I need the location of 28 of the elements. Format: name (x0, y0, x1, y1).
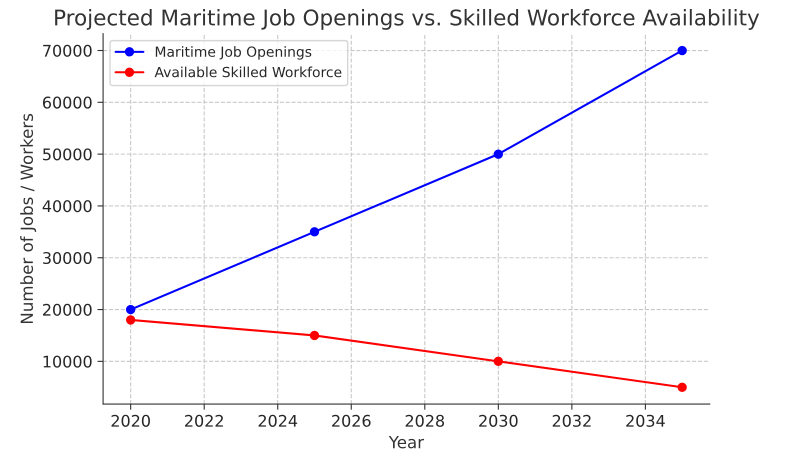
x-tick-label: 2026 (332, 414, 371, 427)
y-tick-label: 70000 (43, 44, 92, 57)
point (310, 227, 320, 237)
point (677, 382, 687, 392)
y-tick-label: 30000 (43, 252, 92, 264)
y-axis-title: Number of Jobs / Workers (20, 114, 36, 324)
x-tick-label: 2034 (626, 414, 665, 427)
point (494, 149, 504, 159)
point (677, 46, 687, 56)
point (310, 330, 320, 340)
point (494, 356, 504, 366)
point (126, 315, 136, 325)
x-tick-label: 2028 (406, 414, 444, 427)
x-tick-label: 2022 (185, 414, 223, 427)
legend-label: Maritime Job Openings (156, 46, 312, 60)
y-tick-label: 50000 (43, 148, 92, 160)
y-tick-label: 20000 (43, 304, 92, 316)
y-tick-label: 40000 (42, 200, 92, 212)
x-tick-label: 2032 (552, 414, 591, 427)
x-tick-label: 2020 (112, 414, 150, 427)
chart-title: Projected Maritime Job Openings vs. Skilled Workforce Availability (55, 8, 760, 30)
x-tick-label: 2024 (258, 414, 298, 427)
legend-label: Available Skilled Workforce (154, 66, 342, 78)
y-tick-label: 60000 (42, 96, 92, 109)
y-tick-label: 10000 (44, 356, 92, 368)
x-axis-title: Year (388, 436, 424, 448)
point (126, 304, 136, 314)
x-tick-label: 2030 (479, 414, 518, 427)
